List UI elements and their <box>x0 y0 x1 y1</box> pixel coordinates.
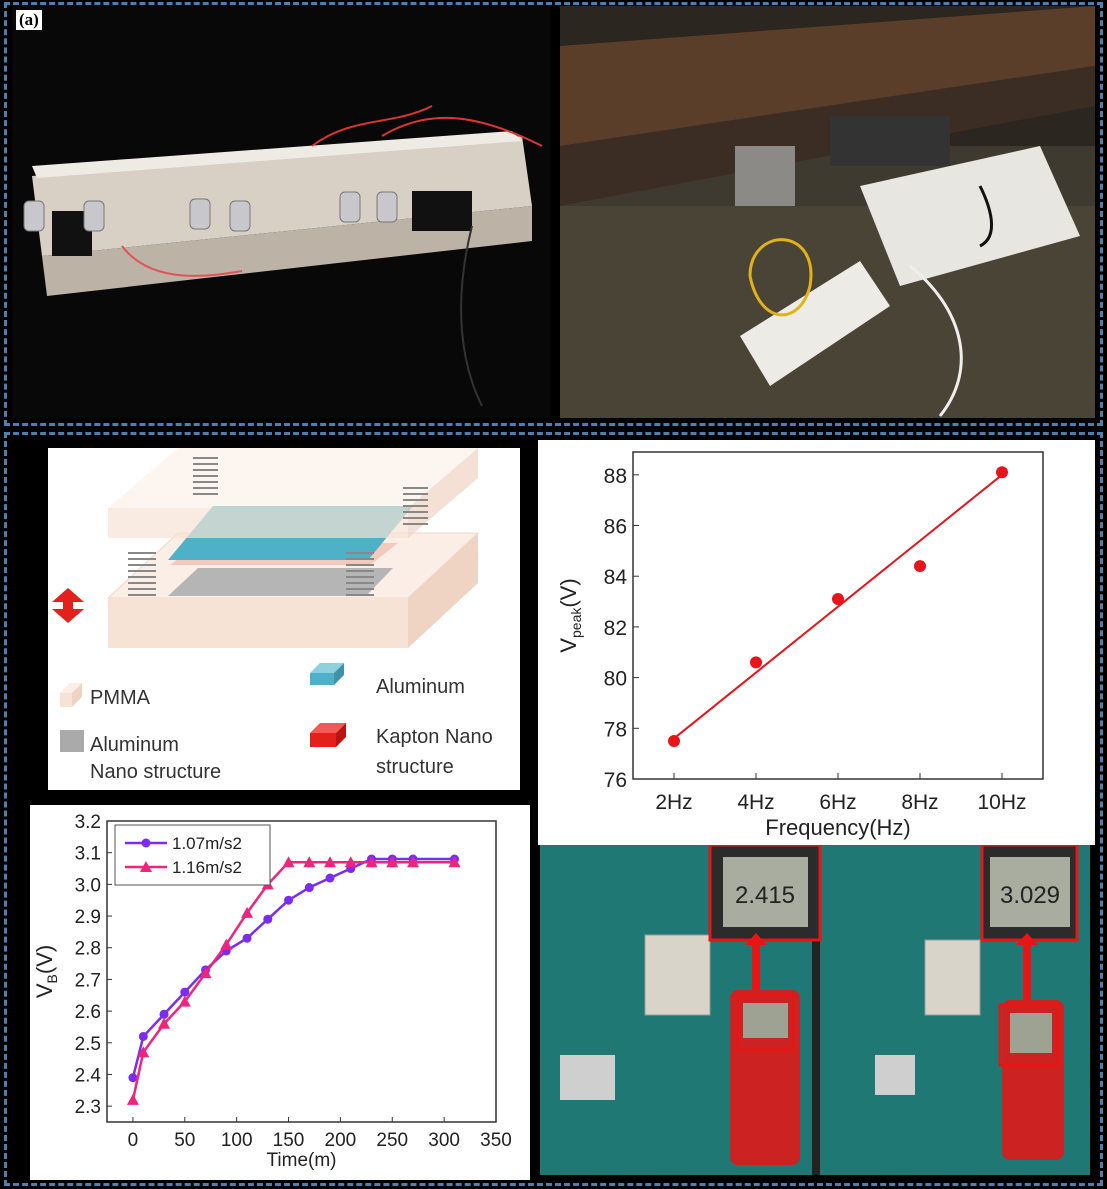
multimeter-photo-art: 2.415 3.029 <box>560 845 1079 1175</box>
data-point <box>304 883 314 893</box>
data-point <box>407 856 420 868</box>
x-tick-label: 200 <box>325 1130 357 1151</box>
data-point <box>303 856 316 868</box>
data-point <box>386 856 399 868</box>
y-tick-label: 2.4 <box>75 1065 102 1086</box>
x-tick-label: 300 <box>428 1130 460 1151</box>
rail-photo-art <box>560 6 1095 418</box>
meter-reading-right: 3.029 <box>1000 882 1060 909</box>
vibration-arrow-icon <box>52 588 84 623</box>
x-tick-label: 2Hz <box>655 791 692 814</box>
legend-marker <box>141 838 151 848</box>
y-tick-label: 2.6 <box>75 1002 101 1023</box>
data-point <box>126 1093 139 1105</box>
data-point <box>996 466 1008 479</box>
x-tick-label: 4Hz <box>737 791 774 814</box>
data-point <box>832 593 844 606</box>
data-point <box>138 1031 148 1041</box>
vpeak-frequency-chart: 76 78 80 82 84 86 88 2Hz 4Hz 6Hz 8Hz 10Hz Frequency(… <box>538 440 1095 845</box>
legend-kapton-2: structure <box>376 756 454 778</box>
data-point <box>263 914 273 924</box>
x-tick-label: 50 <box>174 1130 195 1151</box>
x-tick-label: 0 <box>128 1130 139 1151</box>
x-tick-label: 350 <box>480 1130 512 1151</box>
fit-line <box>673 474 1003 740</box>
y-tick-label: 86 <box>604 516 627 539</box>
data-point <box>220 938 233 950</box>
data-point <box>324 856 337 868</box>
data-point <box>178 995 191 1007</box>
data-point <box>325 873 335 883</box>
data-point <box>159 1009 169 1019</box>
y-tick-label: 84 <box>604 566 628 589</box>
y-axis-label: Vpeak(V) <box>556 578 584 652</box>
legend-marker <box>140 861 152 872</box>
x-axis-label: Frequency(Hz) <box>765 815 910 840</box>
data-point <box>668 734 680 747</box>
legend-aluminum-nano-2: Nano structure <box>90 761 221 783</box>
x-tick-label: 8Hz <box>901 791 938 814</box>
device-photo-art <box>23 105 543 407</box>
legend-aluminum-nano-1: Aluminum <box>90 734 179 756</box>
data-point <box>158 1017 171 1029</box>
y-tick-label: 2.9 <box>75 907 101 928</box>
schematic-diagram: PMMA Aluminum Aluminum Nano structure Ka… <box>48 448 520 790</box>
legend-kapton-1: Kapton Nano <box>376 726 493 748</box>
legend-aluminum: Aluminum <box>376 676 465 698</box>
data-point <box>914 560 926 573</box>
panel-a-frame <box>4 2 1103 426</box>
data-point <box>242 933 252 943</box>
panel-label: (a) <box>16 10 42 30</box>
data-point <box>180 987 190 997</box>
data-point <box>199 967 212 979</box>
y-tick-label: 3.0 <box>75 875 101 896</box>
y-tick-label: 2.3 <box>75 1097 101 1118</box>
y-tick-label: 76 <box>604 769 627 792</box>
data-point <box>344 856 357 868</box>
x-tick-label: 6Hz <box>819 791 856 814</box>
y-axis-label: VB(V) <box>32 945 60 998</box>
y-tick-label: 88 <box>604 465 627 488</box>
x-tick-label: 100 <box>221 1130 253 1151</box>
plot-frame <box>632 451 1044 780</box>
meter-reading-left: 2.415 <box>735 882 795 909</box>
vb-chart-svg: 2.3 2.4 2.5 2.6 2.7 2.8 2.9 3.0 3.1 3.2 0 50 100 150 2… <box>32 812 512 1171</box>
data-point <box>137 1046 150 1058</box>
spring-icon <box>128 457 428 596</box>
legend-label: 1.16m/s2 <box>172 858 242 877</box>
x-tick-label: 10Hz <box>977 791 1026 814</box>
series-line <box>131 857 455 1078</box>
device-photo: (a) <box>12 6 550 418</box>
multimeter-photo: 2.415 3.029 <box>540 845 1090 1175</box>
y-tick-label: 3.2 <box>75 812 101 833</box>
data-point <box>282 856 295 868</box>
data-point <box>241 906 254 918</box>
legend-label: 1.07m/s2 <box>172 834 242 853</box>
data-point <box>284 895 294 905</box>
x-tick-label: 250 <box>376 1130 408 1151</box>
panel-b-frame <box>4 432 1103 1186</box>
legend-pmma: PMMA <box>90 687 151 709</box>
y-tick-label: 2.7 <box>75 970 101 991</box>
series-line <box>131 860 455 1101</box>
vpeak-chart-svg: 76 78 80 82 84 86 88 2Hz 4Hz 6Hz 8Hz 10Hz Frequency(… <box>556 451 1044 840</box>
schematic-art: PMMA Aluminum Aluminum Nano structure Ka… <box>52 448 493 783</box>
vb-time-chart: 2.3 2.4 2.5 2.6 2.7 2.8 2.9 3.0 3.1 3.2 0 50 100 150 2… <box>30 805 530 1180</box>
y-tick-label: 2.5 <box>75 1034 101 1055</box>
data-point <box>365 856 378 868</box>
x-axis-label: Time(m) <box>267 1150 337 1171</box>
y-tick-label: 78 <box>604 718 627 741</box>
y-tick-label: 3.1 <box>75 844 101 865</box>
data-point <box>448 856 461 868</box>
y-tick-label: 2.8 <box>75 939 101 960</box>
x-tick-label: 150 <box>273 1130 305 1151</box>
plot-frame <box>106 820 497 1123</box>
data-point <box>750 656 762 669</box>
rail-installation-photo <box>560 6 1095 418</box>
legend-box <box>114 824 271 886</box>
data-point <box>128 1073 138 1083</box>
y-tick-label: 80 <box>604 668 627 691</box>
y-tick-label: 82 <box>604 617 627 640</box>
